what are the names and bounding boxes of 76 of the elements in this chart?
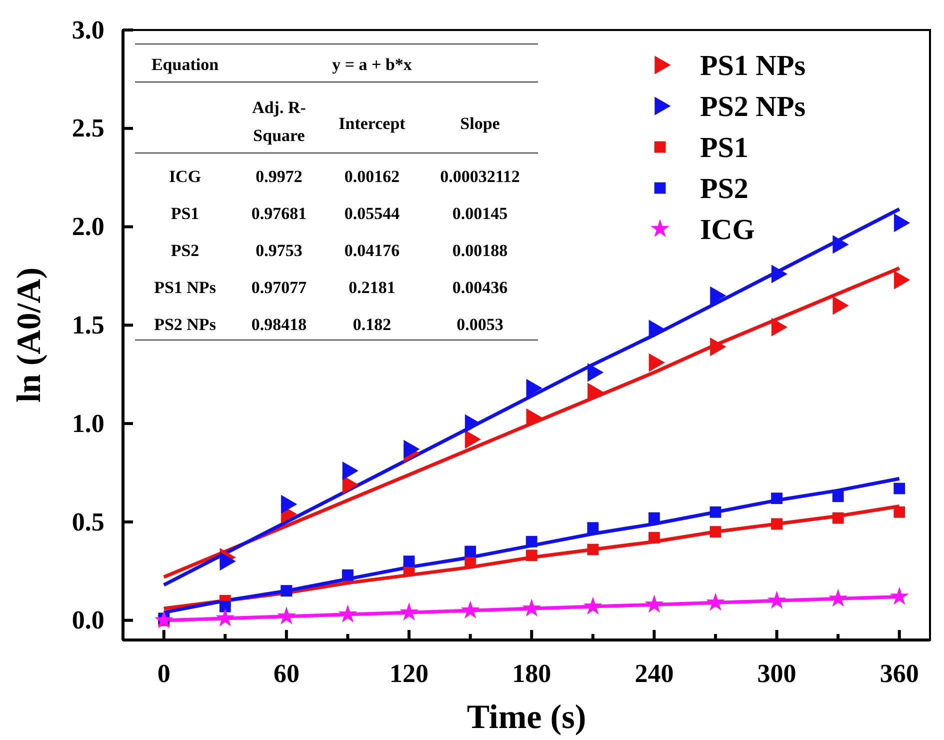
annotation: PS1 NPs: [154, 278, 216, 297]
annotation: 0.00188: [452, 240, 508, 260]
annotation: 0.98418: [251, 314, 307, 334]
point: [219, 600, 231, 612]
annotation: PS1: [170, 204, 200, 223]
point: [767, 590, 786, 609]
annotation: Equation: [151, 54, 220, 74]
annotation: 0.97077: [251, 278, 308, 297]
point: [706, 592, 725, 611]
annotation: PS2: [170, 240, 200, 260]
x-tick-label: 360: [880, 659, 919, 688]
annotation: 0.9972: [256, 166, 302, 186]
x-tick-label: 120: [390, 659, 429, 688]
x-tick-label: 240: [634, 659, 674, 688]
legend-label: PS2: [700, 173, 748, 206]
x-axis-title: Time (s): [466, 699, 586, 736]
point: [587, 522, 599, 534]
annotation: 0.0053: [456, 314, 504, 334]
point: [648, 512, 660, 524]
x-tick-label: 180: [512, 659, 552, 688]
point: [583, 596, 602, 615]
annotation: 0.00162: [344, 166, 400, 186]
point: [894, 482, 906, 494]
legend-label: PS1 NPs: [700, 50, 806, 82]
annotation: y = a + b*x: [332, 54, 412, 74]
point: [644, 594, 664, 613]
x-tick-label: 300: [757, 659, 796, 688]
annotation: 0.05544: [344, 204, 400, 223]
legend-label: PS1: [700, 132, 748, 164]
point: [832, 512, 844, 524]
annotation: 0.00032112: [440, 166, 520, 186]
point: [216, 608, 235, 626]
point: [400, 602, 418, 620]
y-tick-label: 0.5: [72, 507, 104, 536]
y-tick-label: 1.0: [72, 408, 104, 438]
point: [832, 490, 844, 502]
annotation: Adj. R-Square: [252, 98, 306, 145]
point: [587, 544, 599, 556]
point: [403, 556, 415, 567]
point: [890, 586, 909, 605]
point: [522, 598, 542, 617]
x-tick-label: 0: [157, 659, 170, 688]
annotation: 0.97681: [251, 204, 307, 223]
annotation: PS2 NPs: [154, 314, 216, 334]
point: [648, 532, 660, 544]
y-tick-label: 0.0: [72, 606, 104, 635]
y-tick-label: 1.5: [72, 310, 104, 340]
annotation: 0.00145: [452, 204, 508, 223]
point: [771, 492, 782, 504]
point: [460, 600, 480, 618]
y-axis-title: ln (A0/A): [11, 267, 48, 403]
annotation: Slope: [460, 114, 500, 133]
annotation: ICG: [168, 166, 202, 186]
point: [710, 526, 722, 538]
point: [154, 610, 174, 628]
annotation: Intercept: [338, 114, 406, 133]
legend-label: PS2 NPs: [700, 91, 806, 124]
y-tick-label: 3.0: [72, 15, 104, 44]
x-tick-label: 60: [273, 659, 300, 688]
annotation: 0.00436: [452, 278, 508, 297]
annotation: 0.9753: [256, 240, 302, 260]
point: [526, 536, 538, 548]
point: [338, 604, 358, 622]
annotation: 0.04176: [344, 240, 400, 260]
point: [710, 506, 722, 518]
annotation: 0.182: [352, 314, 392, 334]
point: [277, 606, 296, 624]
point: [526, 550, 538, 562]
annotation: 0.2181: [348, 278, 396, 297]
point: [828, 588, 848, 607]
y-tick-label: 2.5: [72, 114, 104, 143]
point: [464, 546, 476, 558]
y-tick-label: 2.0: [72, 212, 104, 242]
point: [771, 518, 782, 530]
legend-label: ICG: [700, 214, 755, 246]
point: [894, 506, 906, 518]
